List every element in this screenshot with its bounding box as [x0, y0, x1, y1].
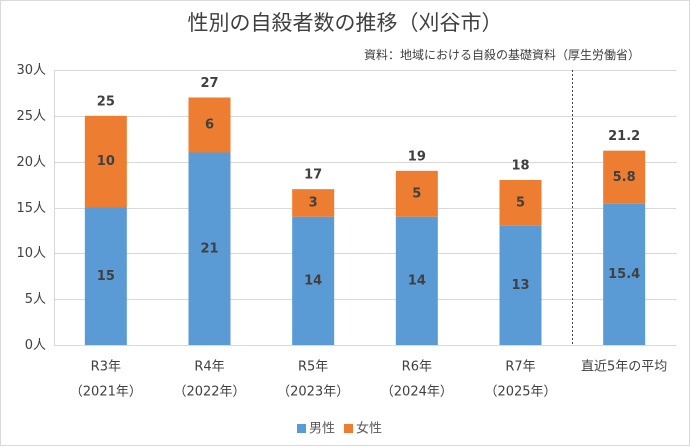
- x-category-sublabel-2: （2023年）: [277, 385, 349, 400]
- x-category-sublabel-0: （2021年）: [70, 385, 142, 400]
- data-label-female-3: 5: [412, 186, 421, 201]
- gridlines: [54, 70, 676, 346]
- y-tick-label-15: 15人: [16, 201, 46, 216]
- legend-item-female: 女性: [344, 421, 382, 437]
- x-category-label-5: 直近5年の平均: [581, 360, 667, 375]
- axis-labels: 0人 5人 10人 15人 20人 25人 30人 R3年 （2021年） R4年 （2022年） R…: [16, 63, 667, 400]
- bar-male-5: [603, 203, 646, 345]
- total-label-5: 21.2: [608, 129, 640, 144]
- legend-swatch-male: [297, 424, 306, 433]
- data-label-female-1: 6: [205, 118, 214, 133]
- chart-source-note: 資料：地域における自殺の基礎資料（厚生労働省）: [364, 48, 640, 62]
- data-label-male-3: 14: [408, 273, 426, 288]
- total-label-1: 27: [200, 76, 218, 91]
- legend-swatch-female: [344, 424, 353, 433]
- y-tick-label-5: 5人: [25, 292, 46, 307]
- x-category-sublabel-3: （2024年）: [381, 385, 453, 400]
- x-category-label-1: R4年: [194, 360, 224, 375]
- bar-female-0: [84, 115, 127, 208]
- data-label-female-0: 10: [97, 154, 115, 169]
- y-tick-label-0: 0人: [25, 338, 46, 353]
- total-label-3: 19: [408, 149, 426, 164]
- legend-label-female: 女性: [356, 421, 382, 437]
- data-label-male-1: 21: [200, 241, 218, 256]
- data-label-male-5: 15.4: [608, 267, 640, 282]
- x-category-label-0: R3年: [91, 360, 121, 375]
- bar-male-4: [499, 225, 542, 345]
- y-tick-label-25: 25人: [16, 109, 46, 124]
- y-tick-label-30: 30人: [16, 63, 46, 78]
- bar-male-0: [84, 207, 127, 345]
- data-label-female-4: 5: [516, 195, 525, 210]
- bars: [84, 97, 646, 345]
- data-label-male-4: 13: [511, 278, 529, 293]
- legend: 男性 女性: [297, 421, 382, 437]
- legend-label-male: 男性: [309, 422, 335, 437]
- bar-female-2: [292, 189, 335, 217]
- bar-male-3: [395, 216, 438, 345]
- chart-title: 性別の自殺者数の推移（刈谷市）: [188, 11, 503, 35]
- x-category-label-3: R6年: [402, 360, 432, 375]
- x-category-label-2: R5年: [298, 360, 328, 375]
- data-labels: 15 10 25 21 6 27 14 3 17 14 5 19 13 5 18 15.4 5.8 21.2: [97, 76, 640, 293]
- y-tick-label-10: 10人: [16, 246, 46, 261]
- bar-male-2: [292, 216, 335, 345]
- bar-female-3: [395, 170, 438, 217]
- x-category-sublabel-4: （2025年）: [484, 385, 556, 400]
- bar-female-1: [188, 97, 231, 153]
- bar-female-5: [603, 150, 646, 204]
- bar-male-1: [188, 152, 231, 345]
- data-label-male-0: 15: [97, 269, 115, 284]
- x-category-label-4: R7年: [505, 360, 535, 375]
- total-label-4: 18: [511, 159, 529, 174]
- bar-female-4: [499, 180, 542, 226]
- y-tick-label-20: 20人: [16, 155, 46, 170]
- data-label-female-2: 3: [309, 195, 318, 210]
- total-label-0: 25: [97, 94, 115, 109]
- data-label-male-2: 14: [304, 273, 322, 288]
- data-label-female-5: 5.8: [613, 170, 636, 185]
- legend-item-male: 男性: [297, 422, 335, 437]
- x-category-sublabel-1: （2022年）: [173, 385, 245, 400]
- total-label-2: 17: [304, 168, 322, 183]
